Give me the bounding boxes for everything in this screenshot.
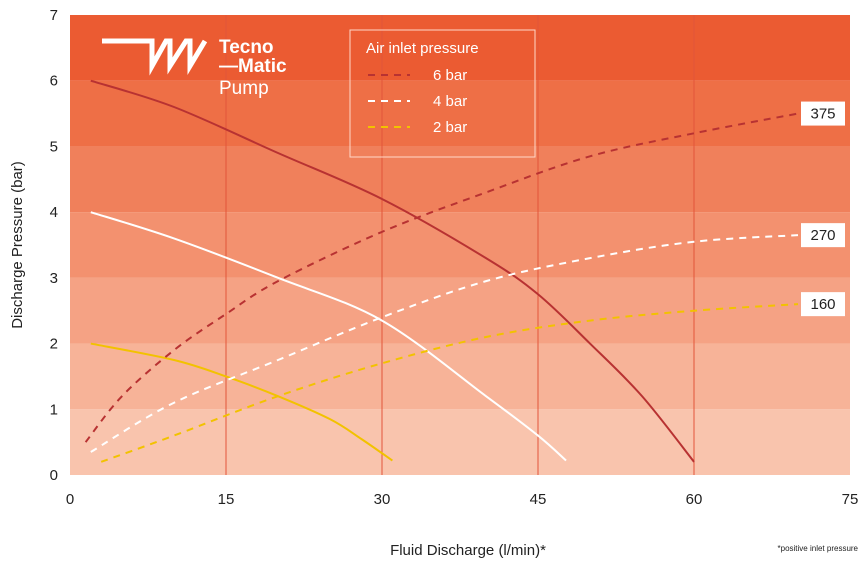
legend: Air inlet pressure 6 bar 4 bar 2 bar: [349, 29, 536, 158]
logo-text-tecno: Tecno: [219, 37, 274, 58]
background-band: [70, 146, 850, 213]
background-band: [70, 409, 850, 475]
y-tick-label: 6: [50, 73, 58, 90]
legend-title: Air inlet pressure: [366, 40, 479, 57]
tecno-matic-logo: Tecno —Matic Pump: [102, 37, 287, 99]
end-label-box: [801, 223, 845, 248]
y-axis-ticks: 0 1 2 3 4 5 6 7: [50, 7, 58, 484]
end-label-text: 375: [810, 106, 835, 123]
y-tick-label: 3: [50, 270, 58, 287]
end-label-box: [801, 292, 845, 317]
y-axis-title: Discharge Pressure (bar): [9, 161, 26, 329]
x-tick-label: 45: [530, 491, 547, 508]
end-label-375: 375: [801, 101, 845, 126]
y-tick-label: 4: [50, 204, 58, 221]
series-line-6-bar-solid: [90, 79, 695, 463]
y-tick-label: 2: [50, 336, 58, 353]
y-tick-label: 1: [50, 401, 58, 418]
x-tick-label: 15: [218, 491, 235, 508]
y-tick-label: 7: [50, 7, 58, 24]
x-axis-ticks: 0 15 30 45 60 75: [66, 491, 859, 508]
background-band: [70, 80, 850, 147]
series-line-6-bar-dashed: [84, 112, 799, 443]
legend-box: [349, 29, 536, 158]
background-band: [70, 277, 850, 344]
x-tick-label: 0: [66, 491, 74, 508]
legend-entry-label: 6 bar: [433, 67, 467, 84]
end-label-160: 160: [801, 292, 845, 317]
end-label-text: 270: [810, 227, 835, 244]
legend-entry-label: 4 bar: [433, 93, 467, 110]
logo-text-matic: —Matic: [219, 56, 287, 77]
footnote: *positive inlet pressure: [778, 544, 859, 553]
x-tick-label: 75: [842, 491, 859, 508]
logo-text-pump: Pump: [219, 78, 269, 99]
end-label-270: 270: [801, 223, 845, 248]
background-band: [70, 212, 850, 278]
legend-entry-label: 2 bar: [433, 119, 467, 136]
grid-lines: [225, 15, 695, 475]
end-label-text: 160: [810, 296, 835, 313]
x-axis-title: Fluid Discharge (l/min)*: [390, 542, 546, 559]
y-tick-label: 5: [50, 138, 58, 155]
x-tick-label: 30: [374, 491, 391, 508]
series-line-4-bar-dashed: [90, 234, 799, 453]
series-layer: [84, 79, 799, 463]
logo-mark-icon: [102, 38, 208, 76]
series-line-4-bar-solid: [90, 211, 567, 462]
y-tick-label: 0: [50, 467, 58, 484]
x-tick-label: 60: [686, 491, 703, 508]
background-bands: [70, 15, 850, 475]
end-label-box: [801, 101, 845, 126]
end-labels: 375 270 160: [801, 101, 845, 317]
